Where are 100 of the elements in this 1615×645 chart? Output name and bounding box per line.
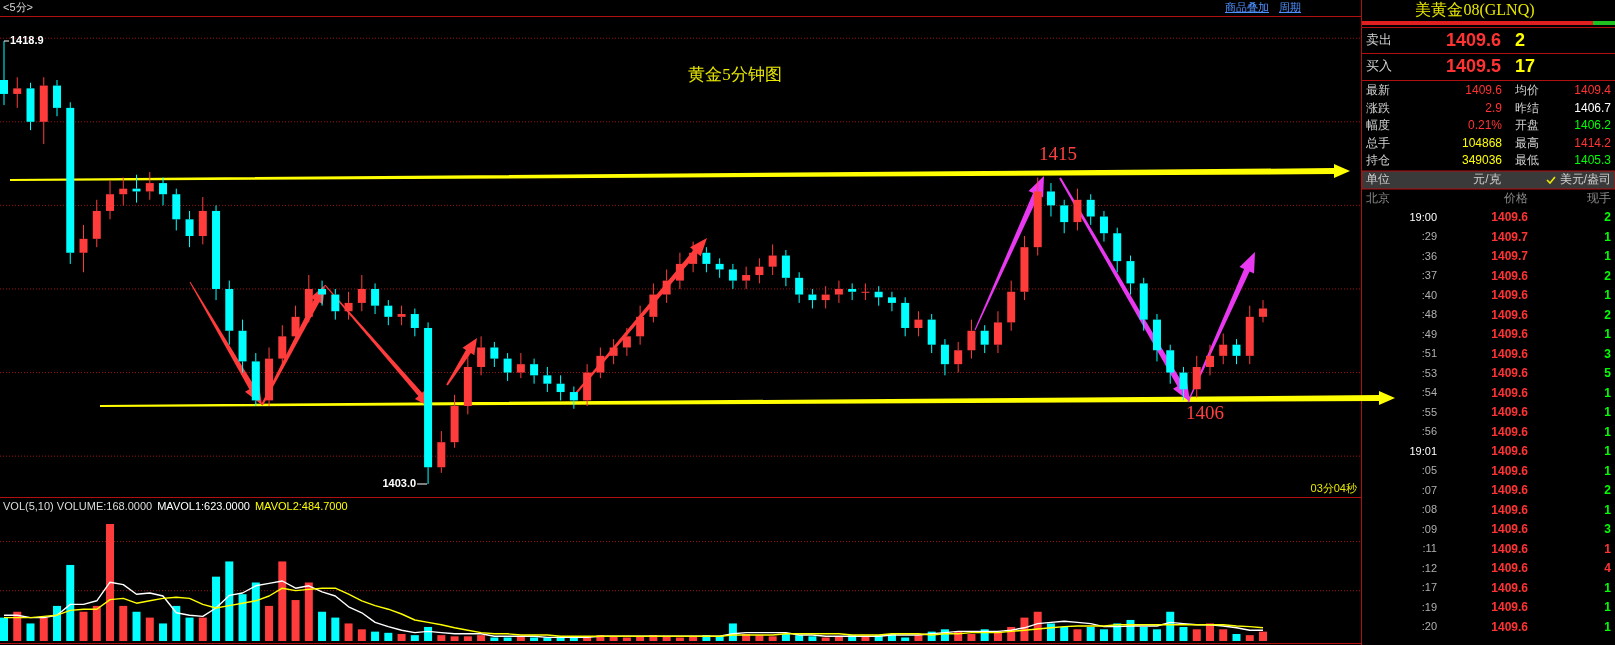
text: 单位	[1366, 172, 1390, 187]
text: 1409.6	[1491, 288, 1529, 303]
candlestick	[887, 291, 896, 312]
text: 1409.6	[1491, 210, 1529, 225]
candlestick	[1073, 188, 1082, 231]
annotation: 1406	[1186, 402, 1224, 424]
candlestick	[834, 280, 843, 304]
bar	[132, 611, 141, 641]
bar	[225, 561, 234, 641]
text: 开盘	[1515, 118, 1539, 133]
candlestick	[318, 280, 327, 307]
candlestick	[344, 291, 353, 321]
text: :08	[1421, 503, 1437, 516]
text: 1409.6	[1491, 600, 1529, 615]
bar	[13, 611, 22, 641]
bar	[159, 623, 168, 641]
bar	[1179, 626, 1188, 641]
annotation: 1418.9	[10, 33, 44, 46]
bar	[145, 617, 154, 641]
candlestick	[225, 280, 234, 346]
bar	[1073, 629, 1082, 641]
candlestick	[437, 430, 446, 474]
text: :12	[1421, 561, 1437, 574]
text: :19	[1421, 600, 1437, 613]
candlestick	[728, 263, 737, 290]
text: 周期	[1279, 0, 1301, 13]
text: 1409.6	[1491, 405, 1529, 420]
bar	[238, 594, 247, 641]
bar	[437, 635, 446, 641]
candlestick	[503, 352, 512, 382]
text: 2	[1604, 483, 1612, 498]
candlestick	[1192, 355, 1201, 399]
candlestick	[1232, 338, 1241, 365]
bar	[1232, 633, 1241, 641]
text: :11	[1422, 542, 1437, 555]
bar	[92, 605, 101, 641]
text: :54	[1421, 386, 1437, 399]
bar	[1086, 626, 1095, 641]
text: 1409.6	[1491, 307, 1529, 322]
bar	[1259, 631, 1267, 641]
candlestick	[993, 310, 1002, 354]
text: 1409.6	[1491, 619, 1529, 634]
candlestick	[371, 282, 380, 315]
candlestick	[702, 246, 711, 273]
candlestick	[450, 394, 459, 449]
text: 17	[1515, 55, 1536, 76]
chart-subtitle: <5分>	[3, 0, 33, 13]
text: 1	[1604, 600, 1612, 615]
text: 总手	[1365, 135, 1390, 150]
bar	[1099, 629, 1108, 641]
candlestick	[556, 374, 565, 401]
candlestick	[848, 282, 857, 301]
candlestick	[927, 313, 936, 354]
bar	[768, 636, 777, 641]
bar	[344, 623, 353, 641]
candlestick	[291, 305, 300, 346]
candlestick	[1259, 299, 1267, 323]
text: 1409.6	[1491, 385, 1529, 400]
text: 1409.6	[1491, 522, 1529, 537]
text: 1409.6	[1491, 502, 1529, 517]
candlestick	[914, 310, 923, 337]
candlestick	[79, 224, 88, 273]
text: 1409.5	[1446, 55, 1502, 76]
bar	[450, 636, 459, 641]
text: :07	[1421, 483, 1437, 496]
text: 最新	[1366, 83, 1390, 98]
candlestick	[1152, 313, 1161, 362]
text: 美黄金08(GLNQ)	[1415, 0, 1535, 19]
text: 1	[1604, 385, 1612, 400]
candlestick	[53, 79, 62, 117]
text: 1409.6	[1491, 268, 1529, 283]
bar	[477, 635, 486, 641]
candlestick	[0, 40, 8, 106]
text: 1	[1604, 405, 1612, 420]
bar	[1219, 629, 1228, 641]
candlestick	[543, 366, 552, 393]
candlestick	[755, 257, 764, 284]
text: 2	[1515, 29, 1526, 50]
candlestick	[1086, 193, 1095, 226]
candlestick	[357, 274, 366, 312]
text: 买入	[1366, 58, 1392, 74]
bar	[172, 605, 181, 641]
bar	[1060, 626, 1069, 641]
candlestick	[424, 321, 433, 485]
text: 4	[1604, 561, 1612, 576]
text: 2	[1604, 210, 1612, 225]
text: 2	[1604, 307, 1612, 322]
bar	[967, 633, 976, 641]
text: 349036	[1461, 153, 1503, 168]
candlestick	[1046, 182, 1055, 218]
text: :37	[1421, 269, 1437, 282]
candlestick	[768, 243, 777, 276]
text: 2.9	[1485, 100, 1503, 115]
text: :29	[1421, 230, 1437, 243]
text: 持仓	[1366, 153, 1390, 168]
candlestick	[980, 324, 989, 354]
candlestick	[106, 179, 115, 220]
chart-title: VOL(5,10) VOLUME:168.0000	[3, 499, 153, 512]
text: 均价	[1514, 83, 1539, 98]
bar	[901, 637, 910, 641]
